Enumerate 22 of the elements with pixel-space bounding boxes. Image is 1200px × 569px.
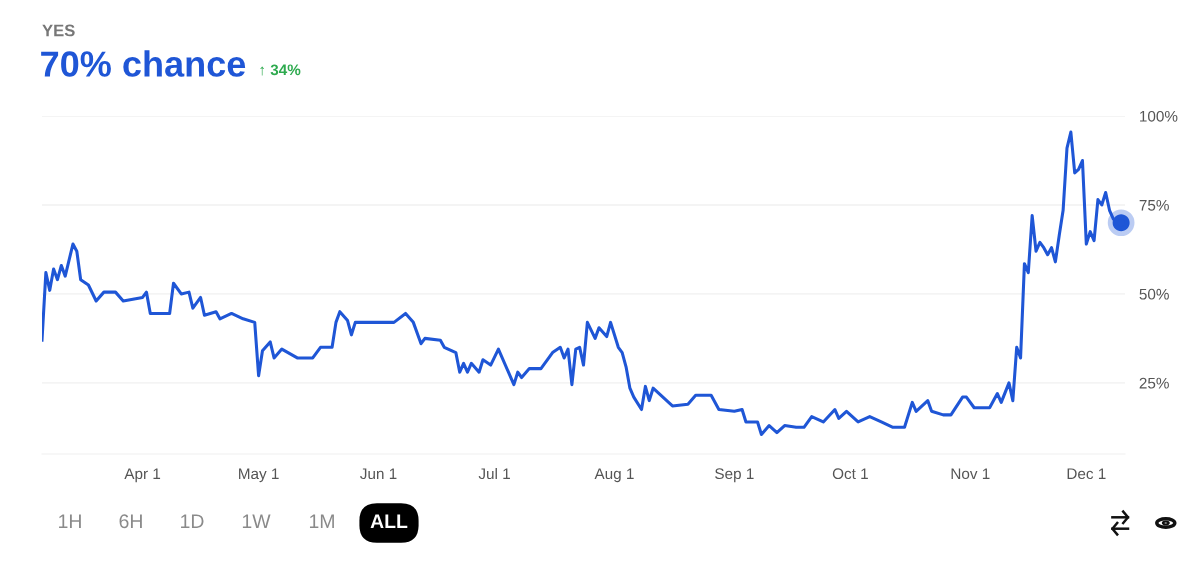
y-tick-label: 75% [1139, 199, 1169, 211]
x-tick-label: Dec 1 [1067, 468, 1106, 480]
y-tick-label: 25% [1139, 377, 1169, 389]
text: 1H [59, 514, 81, 528]
x-tick-label: Aug 1 [594, 468, 634, 483]
chart-subtitle: ↑ 34% [260, 64, 301, 76]
text: YES [42, 24, 75, 37]
y-tick-label: 50% [1139, 288, 1169, 300]
text: 6H [119, 514, 142, 529]
x-tick-label: May 1 [239, 468, 279, 483]
y-tick-label: 100% [1140, 110, 1178, 122]
text: 1W [242, 514, 271, 528]
x-tick-label: Jul 1 [478, 467, 510, 480]
text: 1D [181, 514, 204, 528]
x-tick-label: Nov 1 [951, 468, 990, 480]
x-tick-label: Jun 1 [360, 468, 397, 480]
text: ALL [370, 514, 408, 528]
text: 1M [309, 514, 334, 528]
x-tick-label: Apr 1 [124, 468, 161, 483]
x-tick-label: Sep 1 [715, 468, 754, 483]
x-tick-label: Oct 1 [832, 468, 868, 480]
chart-title: 70% chance [41, 50, 246, 77]
